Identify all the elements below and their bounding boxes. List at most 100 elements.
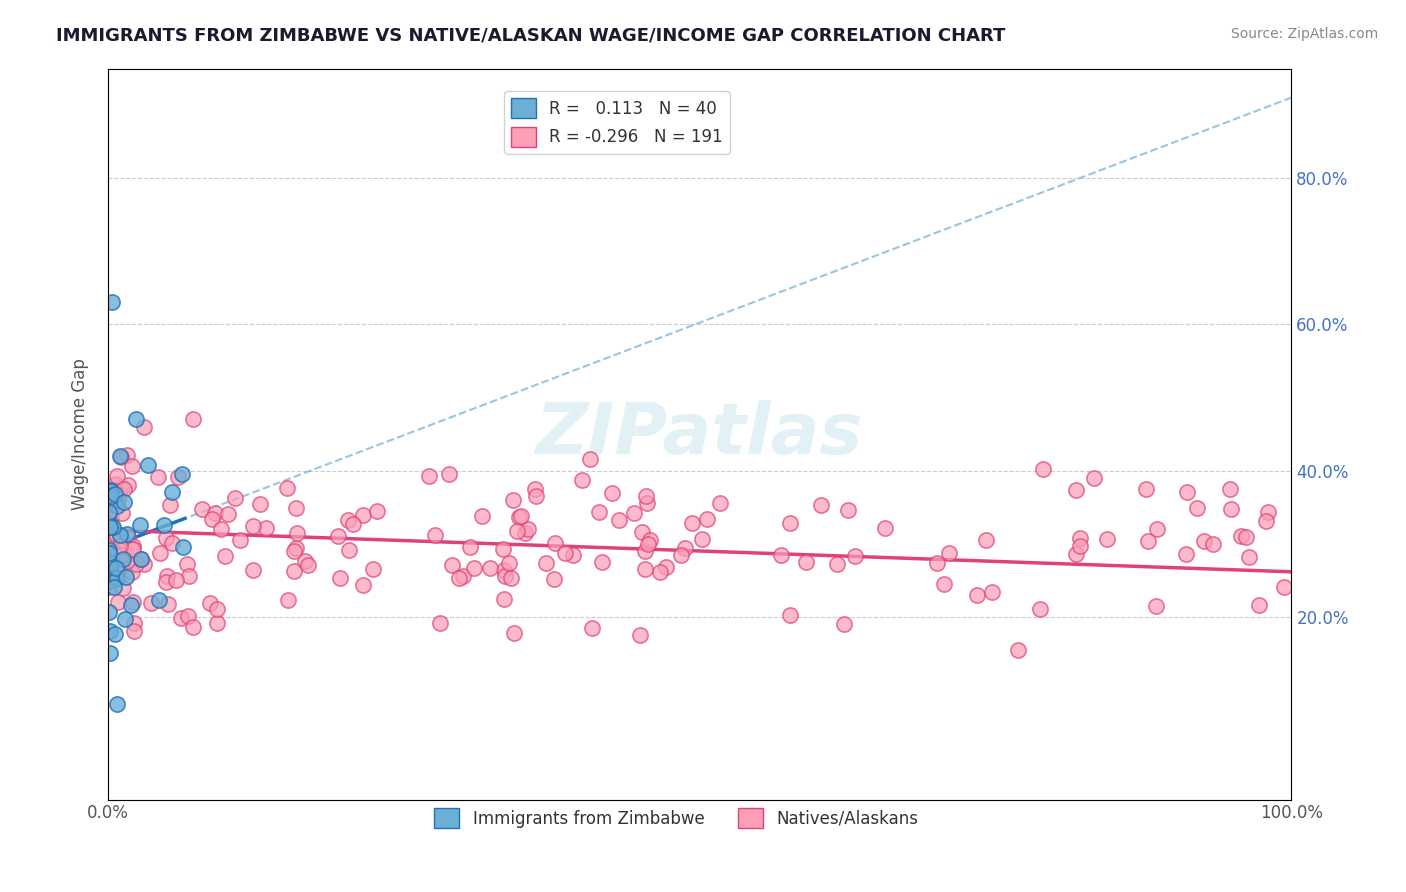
Text: Source: ZipAtlas.com: Source: ZipAtlas.com: [1230, 27, 1378, 41]
Point: [536, 556, 558, 570]
Point: [148, 593, 170, 607]
Point: [1237, 550, 1260, 565]
Point: [492, 541, 515, 556]
Point: [249, 497, 271, 511]
Point: [1234, 530, 1257, 544]
Point: [117, 530, 139, 544]
Point: [294, 553, 316, 567]
Point: [101, 545, 124, 559]
Point: [205, 602, 228, 616]
Point: [769, 549, 792, 563]
Point: [1175, 484, 1198, 499]
Point: [98, 580, 121, 594]
Point: [224, 491, 246, 505]
Point: [101, 295, 124, 310]
Point: [297, 558, 319, 572]
Point: [844, 549, 866, 564]
Point: [1069, 532, 1091, 546]
Point: [98, 508, 121, 522]
Point: [98, 605, 121, 619]
Point: [103, 520, 125, 534]
Point: [121, 459, 143, 474]
Point: [1069, 540, 1091, 554]
Point: [105, 489, 128, 503]
Point: [170, 467, 193, 482]
Point: [544, 535, 567, 549]
Point: [1202, 537, 1225, 551]
Point: [98, 518, 121, 533]
Point: [285, 525, 308, 540]
Point: [966, 588, 988, 602]
Point: [631, 524, 654, 539]
Point: [439, 467, 461, 481]
Point: [108, 539, 131, 553]
Point: [177, 608, 200, 623]
Point: [285, 541, 308, 555]
Point: [100, 483, 122, 498]
Point: [155, 574, 177, 589]
Point: [204, 506, 226, 520]
Point: [517, 522, 540, 536]
Point: [581, 621, 603, 635]
Point: [103, 526, 125, 541]
Point: [1007, 642, 1029, 657]
Point: [1229, 529, 1251, 543]
Point: [479, 561, 502, 575]
Point: [591, 555, 613, 569]
Point: [115, 526, 138, 541]
Point: [155, 569, 177, 583]
Point: [160, 536, 183, 550]
Point: [128, 518, 150, 533]
Point: [609, 513, 631, 527]
Point: [107, 595, 129, 609]
Point: [326, 529, 349, 543]
Point: [191, 501, 214, 516]
Point: [1066, 483, 1088, 497]
Point: [155, 531, 177, 545]
Point: [105, 468, 128, 483]
Point: [779, 516, 801, 530]
Point: [229, 533, 252, 548]
Point: [498, 557, 520, 571]
Point: [458, 541, 481, 555]
Point: [104, 477, 127, 491]
Point: [177, 569, 200, 583]
Point: [105, 571, 128, 585]
Point: [159, 498, 181, 512]
Point: [524, 482, 547, 496]
Point: [655, 560, 678, 574]
Point: [934, 577, 956, 591]
Point: [1032, 461, 1054, 475]
Point: [125, 412, 148, 426]
Point: [98, 574, 121, 588]
Point: [170, 611, 193, 625]
Point: [162, 485, 184, 500]
Point: [1274, 580, 1296, 594]
Point: [105, 561, 128, 575]
Point: [217, 507, 239, 521]
Point: [198, 596, 221, 610]
Point: [107, 492, 129, 507]
Point: [832, 616, 855, 631]
Point: [98, 574, 121, 588]
Point: [132, 419, 155, 434]
Point: [214, 549, 236, 563]
Point: [561, 549, 583, 563]
Point: [181, 620, 204, 634]
Point: [810, 498, 832, 512]
Point: [337, 543, 360, 558]
Point: [502, 492, 524, 507]
Point: [104, 627, 127, 641]
Point: [554, 546, 576, 560]
Point: [129, 552, 152, 566]
Point: [449, 571, 471, 585]
Point: [352, 578, 374, 592]
Point: [634, 544, 657, 558]
Point: [628, 628, 651, 642]
Point: [1247, 599, 1270, 613]
Point: [277, 593, 299, 607]
Point: [524, 489, 547, 503]
Point: [423, 527, 446, 541]
Point: [110, 481, 132, 495]
Point: [285, 501, 308, 516]
